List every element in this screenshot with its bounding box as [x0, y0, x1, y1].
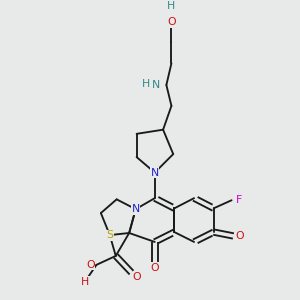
- Text: S: S: [106, 230, 113, 240]
- Text: N: N: [151, 168, 159, 178]
- Text: N: N: [152, 80, 160, 90]
- Text: F: F: [236, 195, 242, 205]
- Text: O: O: [236, 231, 244, 241]
- Text: O: O: [86, 260, 95, 270]
- Text: N: N: [132, 204, 140, 214]
- Text: O: O: [151, 263, 159, 273]
- Text: H: H: [142, 79, 151, 89]
- Text: H: H: [81, 277, 89, 286]
- Text: O: O: [133, 272, 141, 282]
- Text: O: O: [167, 17, 176, 28]
- Text: H: H: [167, 1, 175, 11]
